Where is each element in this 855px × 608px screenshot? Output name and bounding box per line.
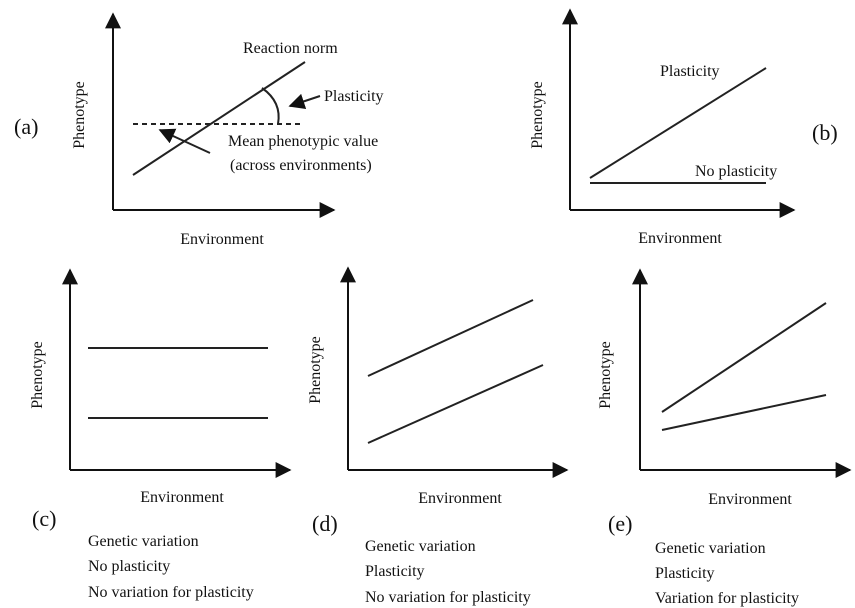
- panel-c: Phenotype Environment (c) Genetic variat…: [29, 268, 292, 601]
- annotation: Plasticity: [660, 63, 720, 80]
- y-axis-label: Phenotype: [529, 81, 546, 149]
- annotation: (across environments): [230, 157, 372, 174]
- panel-label: (d): [312, 511, 338, 536]
- caption: Genetic variation: [88, 533, 199, 550]
- annotation: No plasticity: [695, 163, 777, 180]
- arrow: [288, 93, 321, 110]
- annotation: Mean phenotypic value: [228, 133, 378, 150]
- y-axis-label: Phenotype: [597, 341, 614, 409]
- arrow: [158, 128, 211, 154]
- norm-line: [367, 364, 544, 444]
- caption: Plasticity: [365, 563, 425, 580]
- caption: Variation for plasticity: [655, 590, 799, 607]
- norm-line: [367, 299, 534, 377]
- y-axis-label: Phenotype: [71, 81, 88, 149]
- panel-label: (b): [812, 120, 838, 145]
- plasticity-line: [589, 67, 767, 179]
- reaction-norm: [132, 61, 306, 176]
- panel-a: Phenotype Environment (a) Reaction norm …: [14, 12, 384, 248]
- norm-line: [661, 302, 827, 413]
- norm-line: [661, 394, 827, 431]
- panel-label: (c): [32, 506, 56, 531]
- angle-arc: [261, 87, 280, 125]
- x-axis-label: Environment: [638, 230, 722, 247]
- panel-d: Phenotype Environment (d) Genetic variat…: [307, 266, 569, 606]
- x-axis-label: Environment: [140, 489, 224, 506]
- y-axis-label: Phenotype: [29, 341, 46, 409]
- caption: Genetic variation: [365, 538, 476, 555]
- x-axis-label: Environment: [180, 231, 264, 248]
- x-axis-label: Environment: [708, 491, 792, 508]
- caption: No plasticity: [88, 558, 170, 575]
- panel-b: Phenotype Environment (b) Plasticity No …: [529, 8, 838, 247]
- annotation: Reaction norm: [243, 40, 338, 57]
- caption: No variation for plasticity: [365, 589, 531, 606]
- caption: Genetic variation: [655, 540, 766, 557]
- x-axis-label: Environment: [418, 490, 502, 507]
- panel-e: Phenotype Environment (e) Genetic variat…: [597, 268, 852, 607]
- caption: Plasticity: [655, 565, 715, 582]
- caption: No variation for plasticity: [88, 584, 254, 601]
- panel-label: (e): [608, 511, 632, 536]
- y-axis-label: Phenotype: [307, 336, 324, 404]
- panel-label: (a): [14, 114, 38, 139]
- annotation: Plasticity: [324, 88, 384, 105]
